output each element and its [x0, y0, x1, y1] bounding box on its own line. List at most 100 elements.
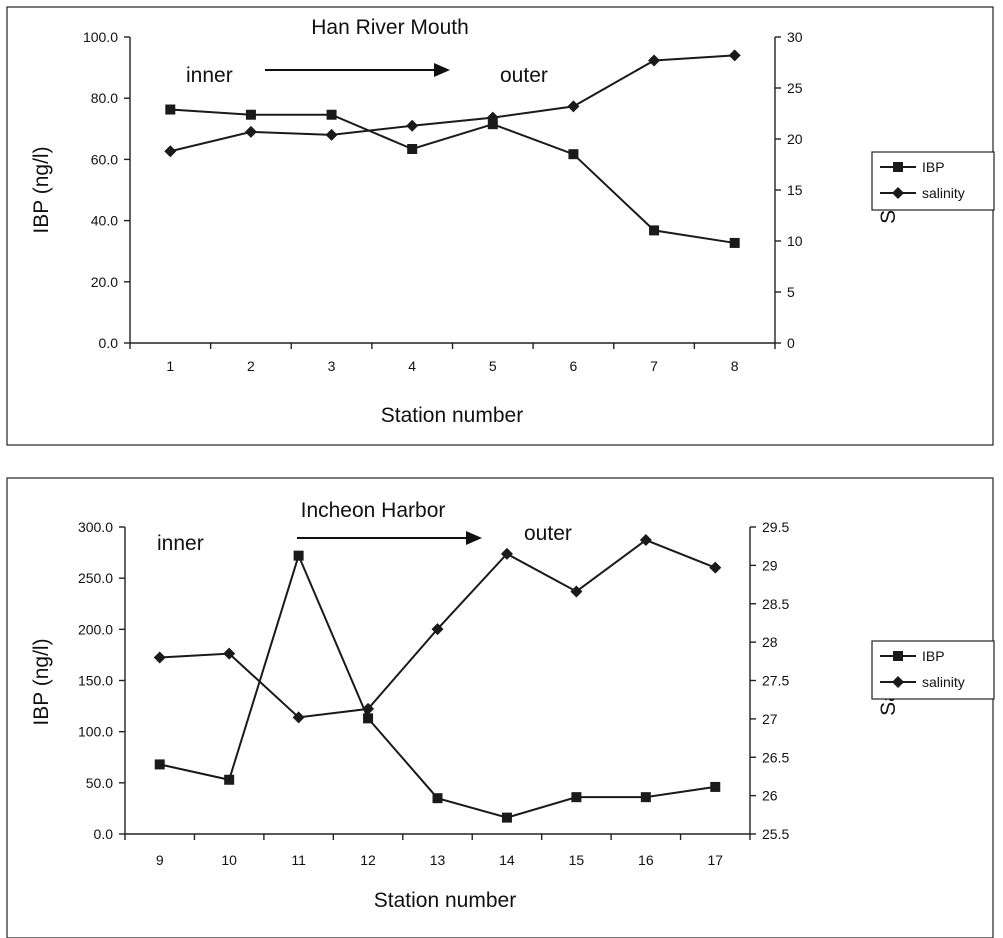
legend-box [871, 151, 995, 211]
y-axis-title: IBP (ng/l) [30, 146, 53, 233]
x-tick-label: 4 [408, 358, 416, 374]
y-tick-label: 300.0 [78, 519, 113, 535]
y2-tick-label: 0 [787, 335, 795, 351]
x-tick-label: 14 [499, 852, 515, 868]
annotation-inner: inner [186, 64, 233, 87]
x-tick-label: 10 [221, 852, 237, 868]
legend-label-IBP: IBP [922, 159, 945, 175]
y2-tick-label: 25.5 [762, 826, 789, 842]
data-point-IBP [710, 781, 721, 792]
data-point-IBP [568, 149, 579, 160]
y-tick-label: 150.0 [78, 673, 113, 689]
annotation-outer: outer [524, 522, 572, 545]
data-point-salinity [292, 711, 305, 724]
data-point-salinity [325, 128, 338, 141]
data-point-salinity [709, 561, 722, 574]
x-tick-label: 17 [707, 852, 723, 868]
x-tick-label: 13 [430, 852, 446, 868]
data-point-salinity [486, 111, 499, 124]
x-tick-label: 8 [731, 358, 739, 374]
chart-frame [6, 477, 994, 938]
data-point-IBP [293, 550, 304, 561]
y2-tick-label: 27.5 [762, 673, 789, 689]
data-point-salinity [153, 651, 166, 664]
legend-label-salinity: salinity [922, 185, 965, 201]
y2-tick-label: 10 [787, 233, 803, 249]
series-line-salinity [170, 54, 735, 153]
x-axis-title: Station number [374, 889, 516, 912]
data-point-IBP [407, 143, 418, 154]
data-point-IBP [501, 812, 512, 823]
y2-tick-label: 26 [762, 788, 778, 804]
x-tick-label: 3 [328, 358, 336, 374]
data-point-IBP [487, 119, 498, 130]
x-tick-label: 6 [570, 358, 578, 374]
data-point-salinity [362, 702, 375, 715]
data-point-IBP [224, 774, 235, 785]
data-point-IBP [729, 237, 740, 248]
y-tick-label: 200.0 [78, 621, 113, 637]
legend-label-salinity: salinity [922, 674, 965, 690]
chart-frame [6, 6, 994, 446]
x-axis-title: Station number [381, 404, 523, 427]
x-tick-label: 11 [291, 852, 306, 868]
series-line-IBP [170, 108, 735, 244]
data-point-salinity [728, 49, 741, 62]
y2-tick-label: 29 [762, 557, 778, 573]
x-tick-label: 5 [489, 358, 497, 374]
legend-marker-diamond [892, 676, 904, 688]
direction-arrow-head [434, 63, 450, 77]
y-tick-label: 40.0 [91, 213, 118, 229]
data-point-salinity [648, 54, 661, 67]
data-point-salinity [406, 119, 419, 132]
data-point-salinity [567, 100, 580, 113]
x-tick-label: 7 [650, 358, 658, 374]
data-point-IBP [245, 109, 256, 120]
y-tick-label: 20.0 [91, 274, 118, 290]
series-line-IBP [159, 552, 716, 819]
data-point-IBP [432, 793, 443, 804]
y-tick-label: 100.0 [78, 724, 113, 740]
y-tick-label: 0.0 [99, 335, 119, 351]
legend-marker-square [893, 651, 903, 661]
x-tick-label: 12 [360, 852, 376, 868]
data-point-IBP [571, 792, 582, 803]
legend: IBP salinity [871, 151, 995, 211]
x-tick-label: 1 [166, 358, 174, 374]
data-point-IBP [363, 713, 374, 724]
data-point-IBP [640, 792, 651, 803]
data-point-IBP [154, 759, 165, 770]
legend-box [871, 640, 995, 700]
y2-tick-label: 27 [762, 711, 778, 727]
x-tick-label: 9 [156, 852, 164, 868]
y2-tick-label: 30 [787, 29, 803, 45]
y2-tick-label: 29.5 [762, 519, 789, 535]
chart-title: Han River Mouth [311, 16, 469, 39]
data-point-IBP [165, 104, 176, 115]
y2-tick-label: 5 [787, 284, 795, 300]
data-point-salinity [431, 623, 444, 636]
legend-label-IBP: IBP [922, 648, 945, 664]
chart-panel-2: 0.0 50.0 100.0 150.0 200.0 250.0 300.0 25.5 26 26… [6, 477, 995, 938]
data-point-salinity [570, 585, 583, 598]
y-tick-label: 60.0 [91, 151, 118, 167]
data-point-salinity [164, 145, 177, 158]
y-axis-title: IBP (ng/l) [30, 638, 53, 725]
direction-arrow-head [466, 531, 482, 545]
data-point-salinity [223, 647, 236, 660]
y-tick-label: 80.0 [91, 90, 118, 106]
x-tick-label: 15 [569, 852, 585, 868]
legend: IBP salinity [871, 640, 995, 700]
y2-tick-label: 26.5 [762, 749, 789, 765]
chart-panel-1: 0.0 20.0 40.0 60.0 80.0 100.0 0 5 10 15 20 25 30 1 2 3 4… [6, 6, 995, 446]
y-tick-label: 100.0 [83, 29, 118, 45]
legend-marker-diamond [892, 187, 904, 199]
data-point-salinity [639, 534, 652, 547]
data-point-salinity [500, 547, 513, 560]
data-point-IBP [649, 225, 660, 236]
y-tick-label: 0.0 [94, 826, 114, 842]
y2-tick-label: 28 [762, 634, 778, 650]
y2-tick-label: 20 [787, 131, 803, 147]
y-tick-label: 50.0 [86, 775, 113, 791]
